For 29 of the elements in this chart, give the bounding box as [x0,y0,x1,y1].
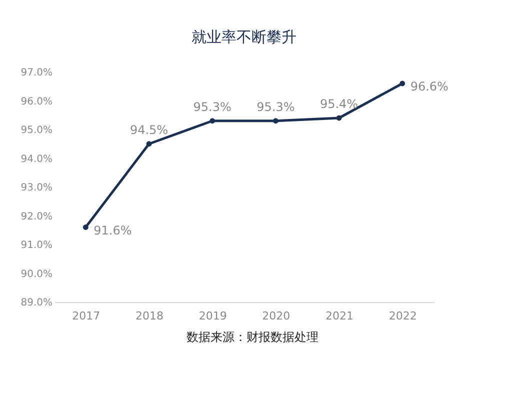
data-label: 94.5% [130,122,168,137]
x-tick-label: 2021 [326,310,354,322]
data-label: 91.6% [94,223,132,238]
y-tick-label: 89.0% [20,298,52,308]
x-tick-label: 2018 [136,310,164,322]
point [272,118,278,124]
x-tick-label: 2017 [72,310,100,322]
y-tick-label: 97.0% [20,68,52,78]
y-tick-label: 93.0% [20,182,52,194]
data-label: 95.4% [320,97,358,111]
chart-title: 就业率不断攀升 [192,28,296,46]
point [82,224,88,230]
x-tick-label: 2022 [388,310,417,322]
point [146,141,152,147]
point [336,115,342,121]
x-tick-label: 2019 [198,310,227,322]
x-tick-label: 2020 [262,310,290,322]
point [210,118,216,124]
y-tick-label: 95.0% [20,125,52,136]
data-label: 95.3% [256,100,295,114]
data-label: 96.6% [410,80,448,94]
point [400,80,406,86]
y-tick-label: 90.0% [20,268,52,280]
y-tick-label: 91.0% [20,240,52,251]
y-tick-label: 96.0% [20,96,52,108]
data-label: 95.3% [193,100,232,114]
source-note: 数据来源：财报数据处理 [186,329,320,346]
y-tick-label: 94.0% [20,154,52,165]
y-tick-label: 92.0% [20,211,52,222]
